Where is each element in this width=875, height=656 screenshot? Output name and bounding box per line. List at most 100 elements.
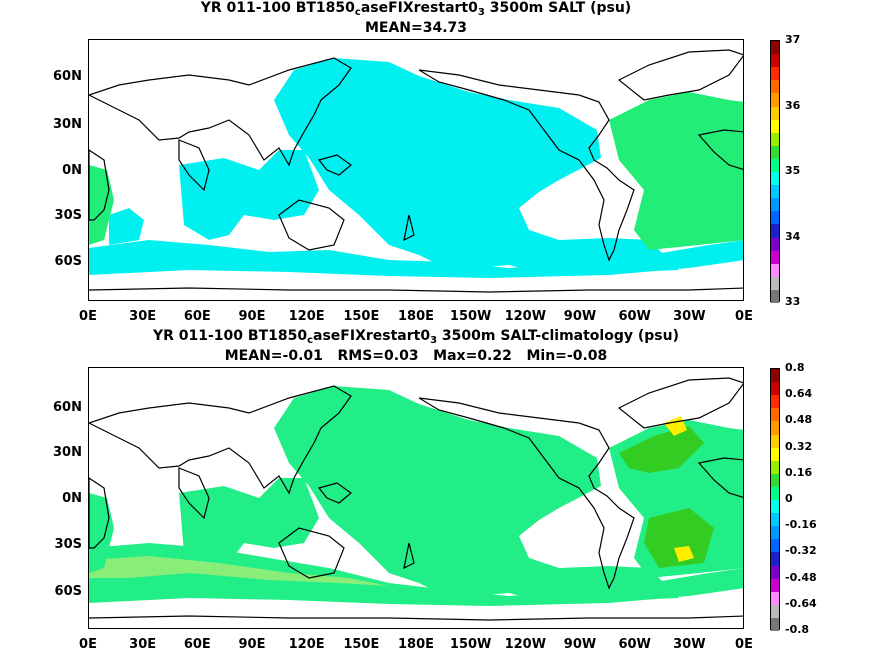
- bottom-lon-label: 60W: [618, 637, 651, 652]
- top-lat-label-60n: 60N: [53, 69, 82, 84]
- top-stats: MEAN=34.73: [364, 20, 468, 36]
- bottom-lat-label-60s: 60S: [54, 584, 82, 599]
- bottom-lon-label: 120E: [288, 637, 325, 652]
- top-lon-label: 150W: [449, 309, 492, 324]
- top-title-sub1: c: [354, 7, 361, 18]
- top-title-prefix: YR 011-100 BT1850: [200, 0, 355, 16]
- bottom-lon-label: 0E: [735, 637, 753, 652]
- top-atlantic-field: [609, 92, 743, 250]
- top-lon-label: 120E: [288, 309, 325, 324]
- top-lon-label: 0E: [735, 309, 753, 324]
- bottom-colorbar-segment: [771, 565, 779, 580]
- top-colorbar-segment: [771, 263, 779, 278]
- bottom-title-sub1: c: [307, 335, 314, 346]
- top-lon-label: 30W: [673, 309, 706, 324]
- top-colorbar: [770, 40, 780, 304]
- bottom-colorbar-label: -0.48: [785, 570, 817, 584]
- top-colorbar-label: 36: [785, 98, 801, 112]
- top-colorbar-segment: [771, 106, 779, 121]
- bottom-colorbar-segment: [771, 591, 779, 606]
- bottom-colorbar-segment: [771, 473, 779, 488]
- bottom-colorbar-segment: [771, 369, 779, 383]
- top-colorbar-label: 35: [785, 164, 801, 177]
- bottom-colorbar-label: 0: [785, 492, 793, 505]
- bottom-colorbar-segment: [771, 578, 779, 593]
- top-lon-label: 150E: [343, 309, 380, 324]
- bottom-lat-label-0n: 0N: [62, 491, 82, 506]
- bottom-atlantic-high-north: [619, 426, 704, 473]
- top-lon-label: 30E: [129, 309, 157, 324]
- bottom-colorbar-label: 0.48: [785, 413, 813, 427]
- bottom-lon-label: 90E: [238, 637, 266, 652]
- top-colorbar-segment: [771, 250, 779, 265]
- top-south-atlantic-field: [109, 208, 144, 245]
- bottom-ocean-field: [89, 386, 743, 606]
- top-colorbar-label: 37: [785, 33, 801, 46]
- bottom-title-prefix: YR 011-100 BT1850: [152, 328, 308, 344]
- bottom-colorbar-segment: [771, 500, 779, 514]
- bottom-southern-band: [89, 556, 389, 586]
- bottom-colorbar-label: -0.32: [785, 544, 817, 558]
- top-colorbar-label: 33: [785, 295, 801, 308]
- bottom-colorbar-segment: [771, 604, 779, 619]
- top-lon-label: 60W: [618, 309, 651, 324]
- bottom-indian-field: [179, 478, 319, 568]
- top-colorbar-segment: [771, 237, 779, 252]
- top-title-suffix: 3500m SALT (psu): [484, 0, 632, 16]
- bottom-colorbar-segment: [771, 513, 779, 527]
- bottom-colorbar-segment: [771, 382, 779, 396]
- top-lon-label: 90W: [563, 309, 597, 324]
- bottom-colorbar-segment: [771, 447, 779, 462]
- bottom-colorbar-segment: [771, 460, 779, 475]
- top-colorbar-segment: [771, 54, 779, 68]
- bottom-map-svg: [89, 377, 743, 621]
- bottom-colorbar-segment: [771, 526, 779, 540]
- bottom-colorbar-label: 0.32: [785, 439, 813, 453]
- top-colorbar-segment: [771, 67, 779, 81]
- bottom-southern-field: [89, 543, 743, 606]
- top-ocean-field: [89, 58, 743, 278]
- bottom-colorbar-label: -0.64: [785, 596, 817, 610]
- bottom-stats: MEAN=-0.01 RMS=0.03 Max=0.22 Min=-0.08: [224, 348, 608, 364]
- bottom-colorbar-label: 0.64: [785, 387, 813, 401]
- top-lon-label: 60E: [183, 309, 211, 324]
- top-colorbar-segment: [771, 198, 779, 212]
- bottom-lon-label: 0E: [79, 637, 97, 652]
- top-colorbar-segment: [771, 80, 779, 94]
- bottom-colorbar-segment: [771, 434, 779, 449]
- bottom-atlantic-high-south: [644, 508, 714, 568]
- top-colorbar-segment: [771, 158, 779, 173]
- top-colorbar-segment: [771, 132, 779, 147]
- bottom-atlantic-peak-south: [674, 546, 694, 562]
- bottom-title-mid: aseFIXrestart0: [313, 328, 431, 344]
- top-colorbar-segment: [771, 185, 779, 199]
- top-colorbar-segment: [771, 119, 779, 134]
- top-title-mid: aseFIXrestart0: [360, 0, 478, 16]
- bottom-colorbar: [770, 368, 780, 632]
- bottom-title-suffix: 3500m SALT-climatology (psu): [437, 328, 679, 344]
- bottom-lon-label: 150E: [343, 637, 380, 652]
- top-indian-field: [179, 150, 319, 240]
- top-salinity-map: [88, 39, 744, 301]
- top-colorbar-segment: [771, 145, 779, 160]
- bottom-colorbar-segment: [771, 395, 779, 409]
- top-title: YR 011-100 BT1850caseFIXrestart03 3500m …: [88, 0, 744, 18]
- top-colorbar-segment: [771, 276, 779, 291]
- bottom-anomaly-map: [88, 367, 744, 629]
- bottom-colorbar-segment: [771, 486, 779, 501]
- bottom-lat-label-30n: 30N: [53, 445, 82, 460]
- top-lat-label-30n: 30N: [53, 117, 82, 132]
- top-lon-label: 120W: [504, 309, 547, 324]
- top-colorbar-segment: [771, 211, 779, 225]
- top-lat-label-60s: 60S: [54, 254, 82, 269]
- bottom-title: YR 011-100 BT1850caseFIXrestart03 3500m …: [88, 328, 744, 346]
- top-lat-label-30s: 30S: [54, 208, 82, 223]
- top-colorbar-label: 34: [785, 229, 801, 243]
- bottom-lon-label: 90W: [563, 637, 597, 652]
- bottom-colorbar-label: 0.16: [785, 465, 813, 479]
- top-lat-label-0n: 0N: [62, 163, 82, 178]
- bottom-colorbar-segment: [771, 539, 779, 553]
- bottom-colorbar-segment: [771, 408, 779, 422]
- bottom-colorbar-label: -0.8: [785, 623, 810, 636]
- top-colorbar-segment: [771, 41, 779, 55]
